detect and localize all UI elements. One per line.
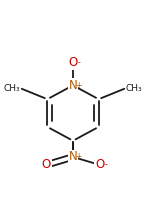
Text: -: - <box>77 58 80 67</box>
Text: O: O <box>68 56 78 69</box>
Text: N: N <box>69 79 77 92</box>
Text: +: + <box>75 152 82 162</box>
Text: O: O <box>95 159 105 171</box>
Text: CH₃: CH₃ <box>4 84 20 93</box>
Text: CH₃: CH₃ <box>126 84 142 93</box>
Text: N: N <box>69 151 77 164</box>
Text: O: O <box>41 159 51 171</box>
Text: -: - <box>104 161 107 169</box>
Text: +: + <box>75 81 82 90</box>
